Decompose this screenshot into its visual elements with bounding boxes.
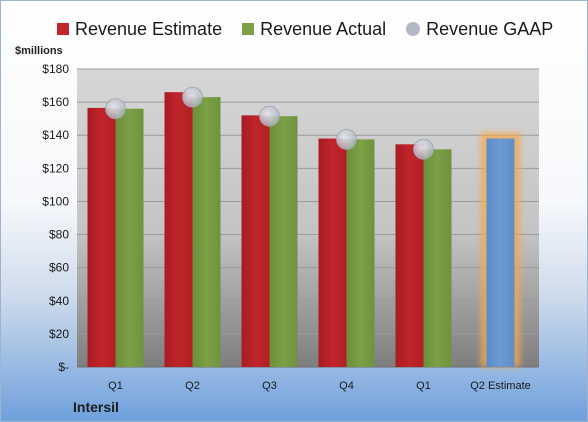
y-tick-label: $180 (42, 62, 69, 76)
company-name: Intersil (73, 399, 119, 415)
bar-actual (423, 149, 452, 367)
legend-item-gaap: Revenue GAAP (406, 19, 553, 40)
gaap-point (336, 128, 357, 150)
y-tick-label: $20 (49, 327, 69, 341)
bar-actual (269, 116, 298, 367)
gaap-point (259, 105, 280, 127)
x-tick-label: Q2 Estimate (470, 380, 531, 392)
y-tick-label: $160 (42, 95, 69, 109)
legend-item-estimate: Revenue Estimate (57, 19, 222, 40)
legend-swatch-actual (242, 23, 255, 35)
bar-estimate (87, 107, 116, 368)
y-tick-label: $- (58, 360, 69, 374)
bar-estimate (164, 92, 193, 367)
bar-actual (192, 97, 221, 368)
x-tick-label: Q4 (339, 380, 354, 392)
gaap-point (105, 98, 126, 120)
legend-label-actual: Revenue Actual (260, 18, 387, 39)
y-tick-label: $80 (49, 228, 69, 242)
legend-item-actual: Revenue Actual (242, 19, 386, 40)
gaap-point (182, 86, 203, 108)
y-tick-label: $40 (49, 294, 69, 308)
bar-q2-estimate (486, 138, 515, 367)
x-tick-label: Q2 (185, 380, 200, 392)
x-tick-label: Q3 (262, 380, 277, 392)
plot-background (77, 69, 539, 367)
legend-label-estimate: Revenue Estimate (75, 18, 223, 39)
bar-actual (115, 108, 144, 367)
bar-estimate (395, 144, 424, 367)
y-tick-label: $140 (42, 128, 69, 142)
x-tick-label: Q1 (416, 380, 431, 392)
legend-swatch-estimate (57, 23, 69, 35)
y-tick-label: $120 (42, 161, 69, 175)
y-tick-label: $100 (42, 194, 69, 208)
gaap-point (413, 138, 434, 160)
legend-swatch-gaap (406, 22, 421, 36)
x-tick-label: Q1 (108, 380, 123, 392)
y-tick-label: $60 (49, 261, 69, 275)
units-label: $millions (15, 45, 63, 57)
bar-estimate (241, 115, 270, 367)
bar-actual (346, 139, 375, 367)
bar-estimate (318, 138, 347, 367)
legend: Revenue Estimate Revenue Actual Revenue … (57, 15, 577, 43)
legend-label-gaap: Revenue GAAP (426, 18, 554, 39)
